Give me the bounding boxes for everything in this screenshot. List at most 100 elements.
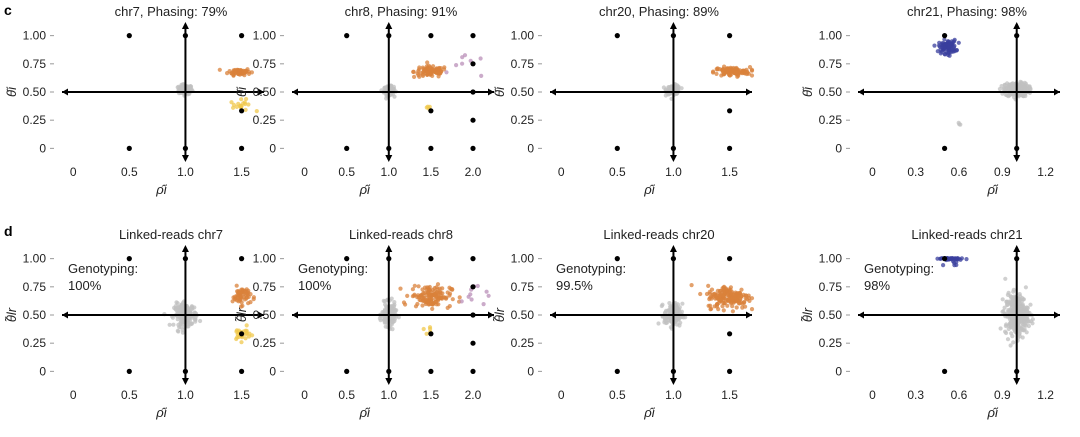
data-point-gain: [722, 300, 728, 306]
data-point-other: [444, 70, 449, 75]
data-point-gain: [440, 286, 445, 291]
data-point-null: [1022, 327, 1027, 332]
data-point-loss: [243, 107, 248, 112]
data-point-null: [956, 120, 961, 125]
data-point-null: [1019, 307, 1024, 312]
x-tick-label: 1.5: [423, 388, 440, 402]
axis-arrow-down: [1013, 155, 1021, 162]
data-point-null: [176, 329, 181, 334]
data-point-loss: [239, 340, 244, 345]
data-point-gain: [717, 291, 722, 296]
data-point-gain: [714, 71, 719, 76]
x-tick-label: 2.0: [465, 388, 482, 402]
reference-point: [1014, 256, 1020, 262]
data-point-gain: [411, 69, 416, 74]
data-point-other: [484, 289, 489, 294]
data-point-null: [998, 326, 1003, 331]
axis-arrow-up: [1013, 245, 1021, 252]
data-point-gain: [710, 292, 715, 297]
y-tick-label: 0: [269, 141, 276, 155]
data-point-loss: [244, 330, 249, 336]
reference-point: [670, 145, 677, 151]
reference-point: [614, 33, 620, 39]
axis-arrow-left: [292, 88, 298, 96]
y-axis-label: θ̃lr: [4, 307, 19, 322]
data-point-gain: [729, 68, 734, 73]
panel-title: chr20, Phasing: 89%: [599, 4, 719, 19]
reference-point: [428, 368, 434, 374]
axis-arrow-up: [1013, 22, 1021, 29]
data-point-gain: [749, 307, 755, 312]
data-point-null: [1006, 326, 1011, 332]
data-point-null: [381, 298, 386, 303]
axis-arrow-down: [181, 155, 189, 162]
data-point-loh: [942, 51, 947, 57]
data-point-null: [180, 305, 185, 310]
data-point-null: [186, 321, 192, 326]
x-tick-label: 2.0: [465, 165, 482, 179]
scatter-panel-3: chr20, Phasing: 89% 0 0.25 0.50 0.75 1.00 0 0.5…: [492, 4, 755, 197]
data-point-null: [1003, 329, 1008, 334]
data-point-null: [674, 306, 680, 311]
data-point-null: [680, 301, 685, 306]
x-tick-label: 0.5: [609, 388, 626, 402]
data-point-other: [481, 302, 486, 307]
x-tick-label: 1.0: [665, 165, 682, 179]
data-point-null: [177, 325, 182, 330]
axis-arrow-down: [385, 378, 393, 385]
data-point-gain: [251, 297, 256, 302]
axis-arrow-left: [858, 88, 864, 96]
x-tick-label: 0.5: [121, 165, 138, 179]
data-point-null: [1008, 320, 1013, 325]
data-point-gain: [432, 291, 437, 296]
x-axis-label: ρ̂i: [155, 182, 167, 197]
data-point-null: [1009, 82, 1014, 87]
x-axis-label: ρ̂i: [155, 405, 167, 420]
data-point-gain: [217, 67, 222, 72]
data-point-null: [1011, 325, 1016, 330]
y-tick-label: 0.25: [23, 113, 47, 127]
data-point-null: [663, 316, 668, 321]
x-tick-label: 0: [869, 165, 876, 179]
data-point-gain: [236, 71, 241, 76]
y-tick-label: 1.00: [511, 29, 535, 43]
reference-point: [126, 145, 132, 151]
x-tick-label: 0: [70, 388, 77, 402]
panel-title: chr8, Phasing: 91%: [345, 4, 458, 19]
data-point-loh: [946, 52, 951, 58]
reference-point: [428, 108, 434, 114]
y-tick-label: 0.25: [511, 336, 535, 350]
data-point-null: [1028, 302, 1033, 307]
data-point-gain: [708, 303, 713, 308]
panel-label-c: c: [4, 2, 12, 18]
data-point-gain: [231, 73, 236, 78]
data-point-loh: [952, 263, 957, 268]
data-point-loss: [238, 103, 243, 108]
data-point-gain: [728, 285, 734, 290]
data-point-null: [1024, 87, 1029, 92]
reference-point: [470, 89, 476, 95]
data-point-null: [679, 86, 684, 91]
x-tick-label: 0.5: [338, 388, 355, 402]
reference-point: [470, 312, 476, 318]
reference-point: [1014, 33, 1020, 39]
y-tick-label: 1.00: [253, 252, 277, 266]
data-point-loh: [932, 43, 937, 48]
data-point-gain: [237, 298, 243, 303]
data-point-gain: [725, 303, 730, 308]
x-tick-label: 0.3: [907, 165, 924, 179]
x-axis-label: ρ̂i: [359, 182, 371, 197]
data-point-null: [1020, 82, 1025, 87]
reference-point: [942, 33, 948, 39]
data-point-gain: [435, 70, 440, 75]
data-point-loh: [939, 44, 945, 50]
axis-arrow-up: [385, 22, 393, 29]
x-tick-label: 0.6: [951, 165, 968, 179]
data-point-loh: [956, 40, 961, 45]
data-point-null: [1006, 309, 1011, 314]
panel-title: chr21, Phasing: 98%: [907, 4, 1027, 19]
data-point-null: [1017, 86, 1023, 91]
reference-point: [942, 368, 948, 374]
x-tick-label: 0.9: [994, 165, 1011, 179]
